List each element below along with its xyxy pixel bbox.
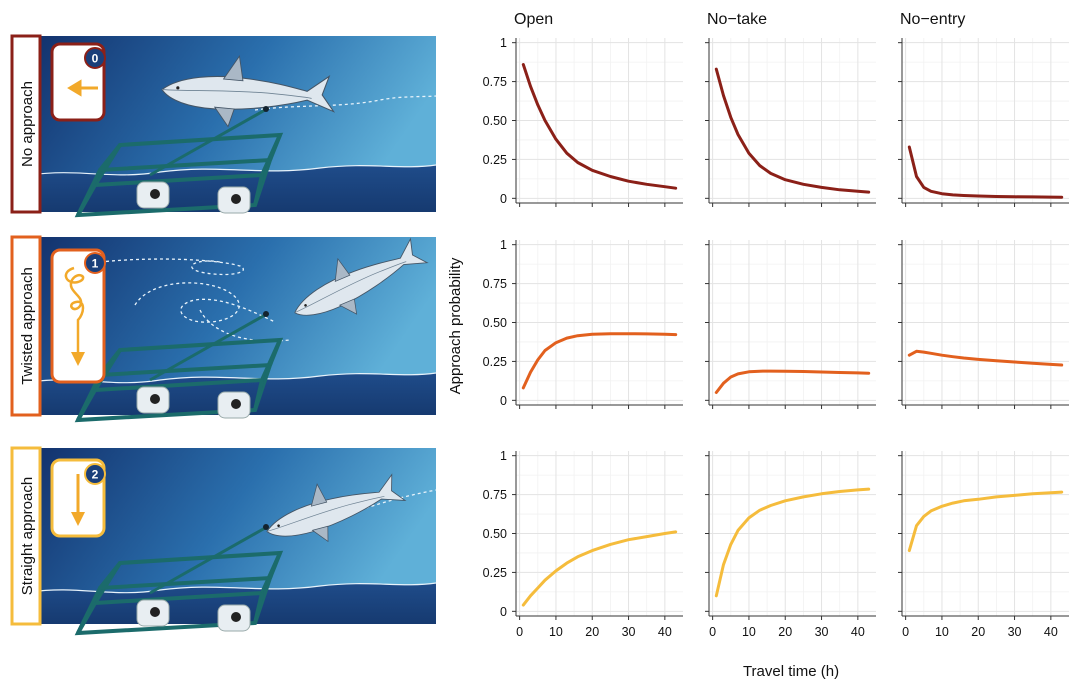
column-title: No−take bbox=[707, 11, 767, 28]
y-tick-label: 0.75 bbox=[483, 75, 507, 89]
column-title: No−entry bbox=[900, 11, 965, 28]
series-line bbox=[907, 145, 1064, 199]
y-tick-label: 0 bbox=[500, 192, 507, 206]
y-tick-label: 1 bbox=[500, 36, 507, 50]
series-line bbox=[714, 369, 871, 394]
y-tick-label: 0.75 bbox=[483, 488, 507, 502]
y-tick-label: 0.25 bbox=[483, 355, 507, 369]
approach-illustrations: No approach 0 Twisted approach 1 Straigh… bbox=[10, 34, 437, 635]
series-line bbox=[521, 332, 678, 390]
series-line bbox=[521, 530, 678, 607]
y-tick-label: 0.50 bbox=[483, 114, 507, 128]
y-tick-label: 1 bbox=[500, 449, 507, 463]
y-tick-label: 0.50 bbox=[483, 316, 507, 330]
badge-number-1: 1 bbox=[92, 257, 99, 271]
badge-number-0: 0 bbox=[92, 52, 99, 66]
series-line bbox=[714, 487, 871, 598]
row-label-box-twisted-approach bbox=[10, 235, 42, 417]
x-tick-label: 20 bbox=[778, 625, 792, 639]
scene-no-approach bbox=[29, 36, 437, 217]
x-tick-label: 40 bbox=[658, 625, 672, 639]
y-tick-label: 0.25 bbox=[483, 153, 507, 167]
y-tick-label: 1 bbox=[500, 238, 507, 252]
y-tick-label: 0.25 bbox=[483, 566, 507, 580]
x-tick-label: 20 bbox=[971, 625, 985, 639]
badge-0-icon bbox=[84, 47, 106, 69]
y-tick-label: 0.50 bbox=[483, 527, 507, 541]
x-tick-label: 10 bbox=[549, 625, 563, 639]
y-tick-label: 0 bbox=[500, 394, 507, 408]
column-title: Open bbox=[514, 11, 553, 28]
badge-2-icon bbox=[84, 463, 106, 485]
x-axis-title: Travel time (h) bbox=[743, 663, 839, 680]
badge-number-2: 2 bbox=[92, 468, 99, 482]
x-tick-label: 10 bbox=[742, 625, 756, 639]
x-tick-label: 0 bbox=[902, 625, 909, 639]
series-line bbox=[521, 63, 678, 190]
y-axis-title: Approach probability bbox=[447, 257, 464, 394]
x-tick-label: 20 bbox=[585, 625, 599, 639]
left-arrow-icon bbox=[67, 79, 98, 97]
badge-1-icon bbox=[84, 252, 106, 274]
row-label-box-straight-approach bbox=[10, 446, 42, 626]
icon-card-twisted-approach bbox=[50, 248, 106, 384]
x-tick-label: 30 bbox=[815, 625, 829, 639]
y-tick-label: 0.75 bbox=[483, 277, 507, 291]
x-tick-label: 40 bbox=[1044, 625, 1058, 639]
x-tick-label: 30 bbox=[622, 625, 636, 639]
series-line bbox=[714, 67, 871, 194]
y-tick-label: 0 bbox=[500, 605, 507, 619]
x-tick-label: 10 bbox=[935, 625, 949, 639]
series-line bbox=[907, 349, 1064, 367]
twisted-arrow-icon bbox=[64, 266, 85, 360]
x-tick-label: 0 bbox=[709, 625, 716, 639]
series-line bbox=[907, 490, 1064, 553]
x-tick-label: 0 bbox=[516, 625, 523, 639]
row-label-straight-approach: Straight approach bbox=[19, 477, 36, 595]
x-tick-label: 30 bbox=[1008, 625, 1022, 639]
row-label-no-approach: No approach bbox=[19, 81, 36, 167]
x-tick-label: 40 bbox=[851, 625, 865, 639]
row-label-box-no-approach bbox=[10, 34, 42, 214]
row-label-twisted-approach: Twisted approach bbox=[19, 267, 36, 385]
